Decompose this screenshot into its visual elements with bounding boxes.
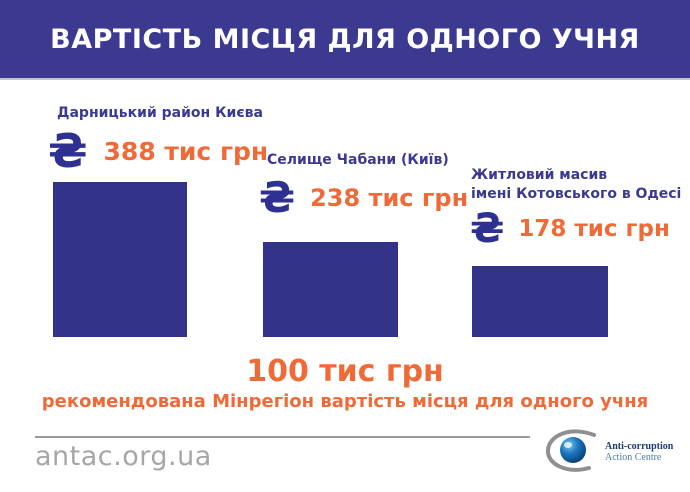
- bar-category-label-odesa: Житловий масив імені Котовського в Одесі: [471, 166, 681, 204]
- bar-value-label-odesa: 178 тис грн: [518, 216, 670, 242]
- bar-value-label-darnytskyi: 388 тис грн: [103, 136, 269, 166]
- bar-value-row-chabany: ₴ 238 тис грн: [259, 177, 468, 219]
- recommended-value: 100 тис грн: [246, 354, 444, 389]
- antac-logo: Anti-corruption Action Centre: [544, 427, 674, 477]
- website-url: antac.org.ua: [35, 441, 212, 472]
- header-banner: ВАРТІСТЬ МІСЦЯ ДЛЯ ОДНОГО УЧНЯ: [0, 0, 690, 80]
- bar-odesa: [472, 266, 608, 337]
- bar-category-label-line2: імені Котовського в Одесі: [471, 186, 682, 202]
- logo-text: Anti-corruption Action Centre: [605, 441, 673, 463]
- bar-value-row-darnytskyi: ₴ 388 тис грн: [48, 128, 268, 174]
- bar-darnytskyi: [53, 182, 187, 337]
- page-title: ВАРТІСТЬ МІСЦЯ ДЛЯ ОДНОГО УЧНЯ: [50, 23, 640, 55]
- hryvnia-icon: ₴: [48, 124, 88, 178]
- bar-value-row-odesa: ₴ 178 тис грн: [470, 209, 670, 249]
- bar-category-label-chabany: Селище Чабани (Київ): [267, 152, 449, 168]
- logo-text-line1: Anti-corruption: [605, 441, 674, 452]
- eye-logo-icon: [546, 429, 596, 472]
- recommended-description: рекомендована Мінрегіон вартість місця д…: [41, 391, 649, 412]
- bar-category-label-line1: Житловий масив: [471, 167, 608, 183]
- bar-chabany: [263, 242, 398, 337]
- hryvnia-icon: ₴: [470, 206, 505, 252]
- bar-category-label-darnytskyi: Дарницький район Києва: [57, 105, 263, 121]
- footer-divider: [35, 436, 530, 438]
- logo-text-line2: Action Centre: [605, 452, 662, 463]
- hryvnia-icon: ₴: [259, 173, 296, 222]
- bar-value-label-chabany: 238 тис грн: [310, 184, 469, 212]
